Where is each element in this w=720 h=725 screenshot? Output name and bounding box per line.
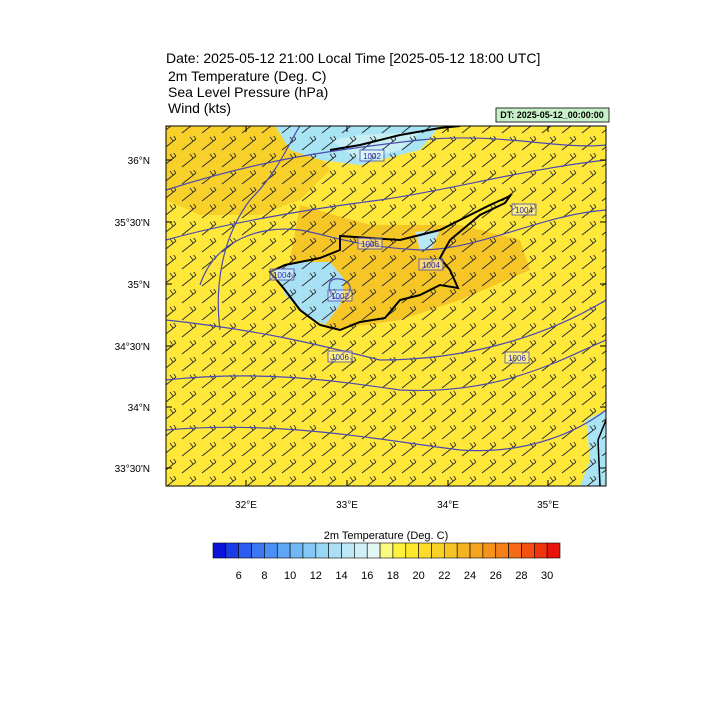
colorbar-label: 12: [310, 570, 322, 582]
lat-label: 33°30'N: [115, 464, 150, 475]
map-field: [166, 126, 606, 486]
isobar-label: 1002: [363, 152, 381, 161]
colorbar-swatch: [276, 542, 291, 559]
colorbar-swatch: [444, 542, 458, 559]
dt-box: [495, 107, 610, 123]
colorbar-swatch: [328, 542, 342, 559]
colorbar-swatch: [238, 542, 252, 559]
isobar-label: 1006: [361, 240, 379, 249]
lat-label: 35°N: [128, 280, 150, 291]
isobar-label-box: [327, 289, 353, 302]
lat-label: 34°N: [128, 403, 150, 414]
isobar-label-box: [504, 351, 530, 364]
colorbar-swatch: [366, 542, 381, 559]
colorbar-swatch: [508, 542, 522, 559]
colorbar-label: 16: [361, 570, 373, 582]
colorbar-label: 6: [236, 570, 242, 582]
colorbar-swatch: [264, 542, 278, 559]
colorbar-swatch: [521, 542, 535, 559]
lat-label: 36°N: [128, 156, 150, 167]
colorbar-swatch: [354, 542, 368, 559]
field-label: Sea Level Pressure (hPa): [168, 84, 328, 100]
title-date: Date: 2025-05-12 21:00 Local Time [2025-…: [166, 50, 540, 66]
isobar-label-box: [327, 350, 353, 363]
colorbar-swatch: [469, 542, 484, 559]
colorbar-swatch: [392, 542, 407, 559]
lon-label: 35°E: [537, 500, 559, 511]
colorbar-swatch: [431, 542, 445, 559]
isobar-label: 1004: [422, 261, 440, 270]
lon-label: 32°E: [235, 500, 257, 511]
colorbar-label: 20: [413, 570, 425, 582]
isobar-label: 1004: [273, 271, 291, 280]
colorbar-label: 22: [438, 570, 450, 582]
isobar-label: 1006: [508, 354, 526, 363]
colorbar-swatch: [418, 542, 432, 559]
colorbar-swatch: [456, 542, 471, 559]
colorbar-swatch: [405, 542, 419, 559]
colorbar-title: 2m Temperature (Deg. C): [324, 530, 449, 542]
isobar-label-box: [418, 258, 444, 271]
lat-label: 34°30'N: [115, 342, 150, 353]
colorbar-swatch: [533, 542, 548, 559]
colorbar-label: 8: [261, 570, 267, 582]
colorbar-swatch: [546, 542, 561, 559]
lat-label: 35°30'N: [115, 218, 150, 229]
colorbar-swatch: [482, 542, 497, 559]
field-label: Wind (kts): [168, 100, 231, 116]
colorbar-swatch: [315, 542, 329, 559]
colorbar-swatch: [225, 542, 240, 559]
isobar-label: 1006: [331, 353, 349, 362]
colorbar-swatch: [341, 542, 355, 559]
lon-label: 34°E: [437, 500, 459, 511]
colorbar-swatch: [289, 542, 304, 559]
colorbar-label: 30: [541, 570, 553, 582]
isobar-label-box: [357, 237, 383, 250]
colorbar-label: 28: [515, 570, 527, 582]
field-label: 2m Temperature (Deg. C): [168, 68, 326, 84]
colorbar-label: 10: [284, 570, 296, 582]
isobar-label-box: [511, 203, 537, 216]
colorbar-swatch: [251, 542, 265, 559]
colorbar-swatch: [379, 542, 394, 559]
colorbar-label: 26: [490, 570, 502, 582]
isobar-label-box: [359, 149, 385, 162]
colorbar-swatch: [302, 542, 317, 559]
map-frame: [165, 125, 607, 487]
colorbar-label: 18: [387, 570, 399, 582]
colorbar-swatch: [212, 542, 227, 559]
colorbar-label: 24: [464, 570, 476, 582]
lon-label: 33°E: [336, 500, 358, 511]
isobar-label-box: [269, 268, 295, 281]
isobar-label: 1004: [515, 206, 533, 215]
dt-label: DT: 2025-05-12_00:00:00: [500, 110, 604, 120]
isobar-label: 1002: [331, 292, 349, 301]
colorbar-label: 14: [335, 570, 347, 582]
colorbar-swatch: [495, 542, 509, 559]
